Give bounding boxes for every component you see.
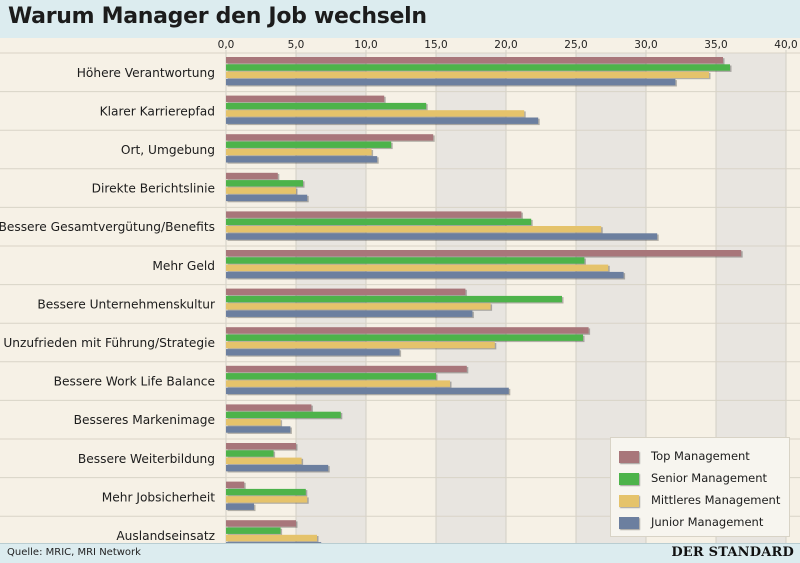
category-label-hohere-verantwortung: Höhere Verantwortung (77, 66, 215, 80)
legend-item-junior-management: Junior Management (619, 514, 789, 532)
legend-item-senior-management: Senior Management (619, 470, 789, 488)
bar-mittleres-management-mehr-geld (226, 264, 609, 271)
legend-item-top-management: Top Management (619, 448, 789, 466)
x-tick-label: 10,0 (354, 39, 377, 51)
bar-top-management-direkte-berichtslinie (226, 172, 278, 180)
page-title: Warum Manager den Job wechseln (8, 4, 427, 29)
bar-mittleres-management-unzufrieden-mit-fuhrung-strategie (226, 341, 495, 349)
bar-mittleres-management-besseres-markenimage (226, 419, 281, 426)
bar-senior-management-klarer-karrierepfad (226, 102, 427, 110)
bar-senior-management-bessere-work-life-balance (226, 373, 436, 380)
source-note: Quelle: MRIC, MRI Network (7, 547, 141, 558)
category-label-bessere-unternehmenskultur: Bessere Unternehmenskultur (37, 297, 216, 311)
bar-top-management-bessere-unternehmenskultur (226, 288, 466, 295)
bar-senior-management-ort-umgebung (226, 141, 392, 148)
x-axis-ticks: 0,0 5,0 10,0 15,0 20,0 25,0 30,0 35,0 40,0 (218, 39, 798, 51)
bar-junior-management-bessere-gesamtvergutung-benefits (226, 233, 658, 240)
category-label-bessere-weiterbildung: Bessere Weiterbildung (78, 452, 215, 466)
bar-top-management-besseres-markenimage (226, 404, 312, 411)
legend-swatch-top-management (619, 451, 639, 463)
x-tick-label: 15,0 (424, 39, 447, 51)
bar-mittleres-management-mehr-jobsicherheit (226, 496, 308, 503)
legend-swatch-junior-management (619, 517, 639, 529)
legend-item-mittleres-management: Mittleres Management (619, 492, 789, 510)
bar-top-management-auslandseinsatz (226, 520, 296, 527)
bar-top-management-mehr-geld (226, 250, 742, 257)
legend-label-top-management: Top Management (651, 449, 750, 463)
bar-mittleres-management-auslandseinsatz (226, 534, 317, 542)
bar-senior-management-bessere-gesamtvergutung-benefits (226, 218, 532, 226)
category-label-direkte-berichtslinie: Direkte Berichtslinie (92, 182, 215, 196)
chart-legend: Top Management Senior Management Mittler… (610, 437, 790, 537)
bar-junior-management-mehr-jobsicherheit (226, 503, 254, 510)
legend-label-senior-management: Senior Management (651, 471, 768, 485)
category-label-mehr-jobsicherheit: Mehr Jobsicherheit (102, 490, 215, 504)
bar-senior-management-besseres-markenimage (226, 411, 341, 419)
x-tick-label: 25,0 (564, 39, 587, 51)
bar-mittleres-management-ort-umgebung (226, 148, 372, 156)
category-label-klarer-karrierepfad: Klarer Karrierepfad (100, 104, 215, 118)
chart-bars (226, 57, 743, 550)
bar-top-management-hohere-verantwortung (226, 57, 723, 64)
category-label-bessere-work-life-balance: Bessere Work Life Balance (54, 375, 215, 389)
brand-logo: DER STANDARD (671, 545, 794, 560)
bar-mittleres-management-bessere-unternehmenskultur (226, 303, 491, 310)
x-tick-label: 5,0 (288, 39, 305, 51)
bar-mittleres-management-hohere-verantwortung (226, 71, 709, 78)
bar-top-management-bessere-gesamtvergutung-benefits (226, 211, 522, 218)
bar-mittleres-management-direkte-berichtslinie (226, 187, 296, 194)
bar-junior-management-besseres-markenimage (226, 426, 291, 433)
bar-senior-management-direkte-berichtslinie (226, 180, 303, 187)
legend-swatch-senior-management (619, 473, 639, 485)
bar-top-management-bessere-work-life-balance (226, 365, 467, 373)
bar-junior-management-hohere-verantwortung (226, 78, 676, 86)
category-label-mehr-geld: Mehr Geld (152, 259, 215, 273)
bar-senior-management-unzufrieden-mit-fuhrung-strategie (226, 334, 583, 341)
x-tick-label: 35,0 (704, 39, 727, 51)
title-bar: Warum Manager den Job wechseln (0, 0, 800, 38)
x-tick-label: 20,0 (494, 39, 517, 51)
bar-junior-management-ort-umgebung (226, 156, 378, 163)
bar-top-management-unzufrieden-mit-fuhrung-strategie (226, 327, 589, 334)
bar-junior-management-klarer-karrierepfad (226, 117, 539, 124)
category-labels: Höhere Verantwortung Klarer Karrierepfad O… (0, 66, 216, 543)
category-label-unzufrieden-mit-fuhrung-strategie: Unzufrieden mit Führung/Strategie (3, 336, 215, 350)
bar-senior-management-bessere-weiterbildung (226, 450, 274, 457)
category-label-besseres-markenimage: Besseres Markenimage (74, 413, 215, 427)
bar-top-management-bessere-weiterbildung (226, 443, 296, 450)
bar-senior-management-mehr-geld (226, 257, 585, 264)
bar-junior-management-unzufrieden-mit-fuhrung-strategie (226, 349, 400, 356)
bar-mittleres-management-bessere-gesamtvergutung-benefits (226, 226, 602, 233)
bar-mittleres-management-bessere-work-life-balance (226, 380, 450, 387)
bar-junior-management-bessere-weiterbildung (226, 464, 329, 472)
x-tick-label: 40,0 (774, 39, 797, 51)
legend-swatch-mittleres-management (619, 495, 639, 507)
category-label-ort-umgebung: Ort, Umgebung (121, 143, 215, 157)
category-label-bessere-gesamtvergutung-benefits: Bessere Gesamtvergütung/Benefits (0, 220, 215, 234)
bar-junior-management-direkte-berichtslinie (226, 194, 308, 202)
bar-junior-management-mehr-geld (226, 271, 624, 279)
x-tick-label: 30,0 (634, 39, 657, 51)
bar-senior-management-mehr-jobsicherheit (226, 488, 306, 496)
bar-junior-management-bessere-unternehmenskultur (226, 310, 473, 317)
bar-top-management-klarer-karrierepfad (226, 95, 385, 102)
legend-label-mittleres-management: Mittleres Management (651, 493, 781, 507)
category-label-auslandseinsatz: Auslandseinsatz (116, 529, 215, 543)
x-tick-label: 0,0 (218, 39, 235, 51)
bar-mittleres-management-klarer-karrierepfad (226, 110, 525, 117)
bar-top-management-ort-umgebung (226, 134, 434, 141)
bar-top-management-mehr-jobsicherheit (226, 481, 245, 488)
bar-junior-management-bessere-work-life-balance (226, 387, 509, 395)
bar-senior-management-hohere-verantwortung (226, 64, 730, 71)
legend-label-junior-management: Junior Management (651, 515, 764, 529)
bar-senior-management-bessere-unternehmenskultur (226, 295, 562, 303)
bar-mittleres-management-bessere-weiterbildung (226, 457, 302, 464)
bar-senior-management-auslandseinsatz (226, 527, 281, 534)
footer-bar: Quelle: MRIC, MRI Network DER STANDARD (0, 543, 800, 563)
